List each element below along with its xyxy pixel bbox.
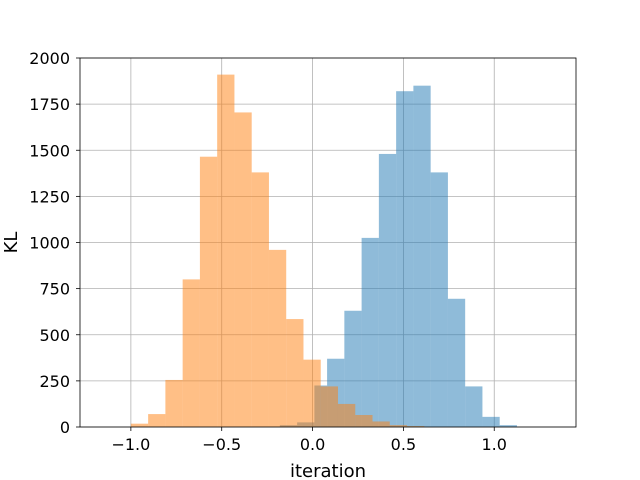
histogram-bar — [268, 249, 287, 427]
histogram-bar — [234, 112, 252, 428]
histogram-bar — [361, 237, 379, 427]
series-1-bars — [130, 74, 425, 428]
histogram-bar — [413, 85, 431, 428]
histogram-bar — [182, 279, 200, 427]
histogram-bar — [148, 414, 166, 427]
histogram-bar — [130, 423, 149, 427]
histogram-bar — [407, 426, 425, 427]
y-tick-label: 1000 — [29, 234, 70, 253]
x-tick-label: 0.5 — [391, 435, 416, 454]
y-tick-label: 1250 — [29, 187, 70, 206]
y-axis-ticks: 0 250 500 750 1000 1250 1500 1750 2000 — [29, 49, 80, 437]
x-tick-label: −1.0 — [111, 435, 150, 454]
y-tick-label: 250 — [39, 372, 70, 391]
histogram-bar — [217, 74, 235, 427]
histogram-bar — [320, 386, 338, 427]
x-axis-ticks: −1.0 −0.5 0.0 0.5 1.0 — [111, 427, 507, 454]
y-tick-label: 0 — [60, 418, 70, 437]
y-tick-label: 500 — [39, 326, 70, 345]
histogram-bars — [130, 74, 517, 428]
x-tick-label: 1.0 — [482, 435, 507, 454]
x-tick-label: −0.5 — [202, 435, 241, 454]
histogram-bar — [286, 319, 304, 427]
x-tick-label: 0.0 — [300, 435, 325, 454]
histogram-bar — [355, 415, 373, 427]
histogram-bar — [465, 386, 483, 427]
histogram-bar — [251, 172, 269, 427]
histogram-bar — [337, 403, 356, 427]
histogram-bar — [482, 416, 500, 427]
histogram-bar — [199, 156, 218, 427]
histogram-bar — [378, 153, 397, 427]
y-tick-label: 1500 — [29, 141, 70, 160]
histogram-bar — [499, 425, 517, 427]
histogram-bar — [396, 91, 414, 428]
y-tick-label: 2000 — [29, 49, 70, 68]
series-0-bars — [279, 85, 517, 428]
y-tick-label: 750 — [39, 280, 70, 299]
histogram-bar — [303, 359, 321, 427]
y-axis-label: KL — [1, 232, 22, 254]
histogram-bar — [389, 425, 408, 427]
histogram-bar — [372, 421, 390, 427]
y-tick-label: 1750 — [29, 95, 70, 114]
histogram-bar — [165, 379, 183, 427]
x-axis-label: iteration — [290, 461, 366, 480]
histogram-bar — [430, 172, 448, 427]
histogram-bar — [344, 310, 362, 427]
histogram-bar — [447, 298, 466, 427]
